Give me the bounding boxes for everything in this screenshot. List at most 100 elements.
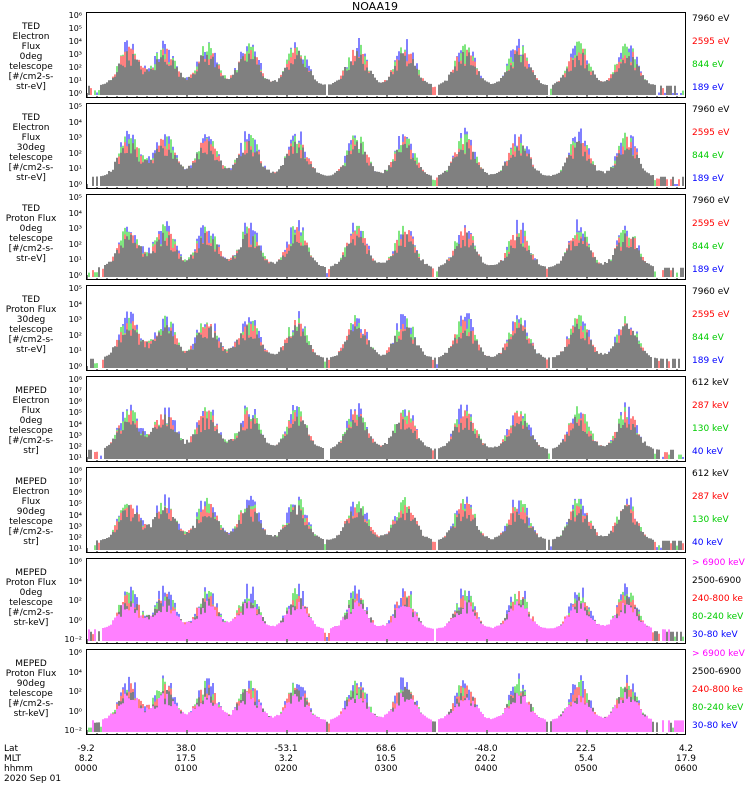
y-tick-label: 10⁰ xyxy=(68,271,82,280)
panel-y-label: TED Electron Flux 30deg telescope [#/cm2-s-… xyxy=(4,113,58,183)
x-tick-column: -53.1 3.2 0200 xyxy=(261,744,311,774)
panel-y-label-line: [#/cm2-s-str] xyxy=(8,436,54,456)
y-tick-label: 10⁴ xyxy=(68,667,82,677)
y-tick-label: 10⁴ xyxy=(68,510,82,520)
legend-entry: 7960 eV xyxy=(692,196,730,206)
x-tick-mlt: 20.2 xyxy=(475,754,497,764)
flux-series xyxy=(88,50,676,95)
panel-y-label-line: TED xyxy=(21,113,41,123)
panel-y-label-line: [#/cm2-s-str-eV] xyxy=(8,72,54,92)
legend-entry: 80-240 keV xyxy=(692,612,744,622)
y-tick-label: 10⁶ xyxy=(68,557,82,566)
legend-entry: 189 eV xyxy=(692,265,724,275)
panel-y-ticks: 10⁵ 10⁴ 10³ 10² 10¹ 10⁰ xyxy=(58,194,84,280)
y-tick-label: 10⁸ xyxy=(68,375,82,384)
flux-series xyxy=(88,41,684,95)
legend-entry: 844 eV xyxy=(692,242,724,252)
x-tick-time: 0500 xyxy=(574,764,598,774)
panel-y-label-line: TED xyxy=(21,22,41,32)
legend-entry: 7960 eV xyxy=(692,14,730,24)
y-tick-label: 10⁰ xyxy=(68,89,82,98)
y-tick-label: 10⁴ xyxy=(68,419,82,429)
panel-y-label-line: 0deg telescope xyxy=(9,224,53,244)
flux-plot xyxy=(87,38,684,97)
panel-legend: > 6900 keV 2500-6900 240-800 ke 80-240 keV 3… xyxy=(692,645,750,735)
flux-series xyxy=(92,227,672,277)
y-tick-label: 10⁷ xyxy=(68,477,82,487)
panel-y-label-line: [#/cm2-s-str] xyxy=(8,527,54,547)
panel-legend: > 6900 keV 2500-6900 240-800 ke 80-240 keV 3… xyxy=(692,554,750,644)
panel-y-label: MEPED Proton Flux 90deg telescope [#/cm2-s-… xyxy=(4,659,58,719)
panel-y-label: MEPED Electron Flux 90deg telescope [#/cm2-… xyxy=(4,477,58,547)
panel-y-label-line: [#/cm2-s-str-keV] xyxy=(8,608,54,628)
y-tick-label: 10⁶ xyxy=(68,11,82,20)
y-tick-label: 10³ xyxy=(68,50,82,59)
flux-series xyxy=(96,505,682,550)
panel-y-label-line: [#/cm2-s-str-keV] xyxy=(8,699,54,719)
y-tick-label: 10⁸ xyxy=(68,466,82,475)
y-tick-label: 10⁶ xyxy=(68,648,82,657)
y-tick-label: 10⁰ xyxy=(68,706,82,716)
legend-entry: 189 eV xyxy=(692,83,724,93)
panel-y-label: TED Proton Flux 0deg telescope [#/cm2-s-str… xyxy=(4,204,58,264)
flux-plot xyxy=(87,219,684,279)
y-tick-label: 10¹ xyxy=(68,346,82,356)
y-tick-label: 10³ xyxy=(68,224,82,234)
y-tick-label: 10² xyxy=(68,596,82,605)
panel-y-ticks: 10⁶ 10⁵ 10⁴ 10³ 10² 10¹ 10⁰ xyxy=(58,12,84,98)
legend-entry: 844 eV xyxy=(692,333,724,343)
panel-y-label-line: 0deg telescope xyxy=(9,52,53,72)
panel-y-label-line: TED xyxy=(21,204,41,214)
y-tick-label: 10¹ xyxy=(68,544,82,553)
y-tick-label: 10⁵ xyxy=(68,24,82,33)
flux-series xyxy=(92,691,684,732)
legend-entry: 2595 eV xyxy=(692,219,730,229)
legend-entry: > 6900 keV xyxy=(692,558,745,568)
y-tick-label: 10³ xyxy=(68,521,82,531)
panel-y-ticks: 10⁶ 10⁴ 10² 10⁰ 10⁻² xyxy=(58,649,84,735)
flux-plot xyxy=(87,127,684,188)
flux-panel xyxy=(86,12,686,98)
y-tick-label: 10⁶ xyxy=(68,397,82,407)
legend-entry: 240-800 ke xyxy=(692,685,743,695)
panel-y-label: MEPED Proton Flux 0deg telescope [#/cm2-s-s… xyxy=(4,568,58,628)
panel-y-label-line: MEPED xyxy=(15,386,47,396)
legend-entry: 612 keV xyxy=(692,378,729,388)
legend-entry: 240-800 ke xyxy=(692,594,743,604)
x-tick-mlt: 17.5 xyxy=(175,754,197,764)
y-tick-label: 10⁴ xyxy=(68,117,82,127)
flux-panel xyxy=(86,194,686,280)
y-tick-label: 10⁴ xyxy=(68,37,82,46)
footer-mlt-label: MLT xyxy=(4,754,22,764)
y-tick-label: 10² xyxy=(68,687,82,696)
footer-row-labels: Lat MLT hhmm 2020 Sep 01 xyxy=(4,744,61,784)
x-tick-column: -48.0 20.2 0400 xyxy=(461,744,511,774)
panel-legend: 7960 eV 2595 eV 844 eV 189 eV xyxy=(692,190,750,282)
panel-y-label-line: 0deg telescope xyxy=(9,588,53,608)
y-tick-label: 10¹ xyxy=(68,255,82,265)
x-tick-column: 22.5 5.4 0500 xyxy=(561,744,611,774)
x-tick-time: 0600 xyxy=(674,764,698,774)
y-tick-label: 10⁵ xyxy=(68,102,82,111)
panel-y-label-line: 30deg telescope xyxy=(9,315,53,335)
x-tick-lat: 38.0 xyxy=(175,744,197,754)
legend-entry: 130 keV xyxy=(692,424,729,434)
flux-panel xyxy=(86,558,686,644)
panel-legend: 7960 eV 2595 eV 844 eV 189 eV xyxy=(692,281,750,373)
flux-series xyxy=(88,414,674,459)
legend-entry: 287 keV xyxy=(692,401,729,411)
panel-y-label-line: 90deg telescope xyxy=(9,507,53,527)
x-tick-mlt: 3.2 xyxy=(278,754,294,764)
panel-y-label-line: 30deg telescope xyxy=(9,143,53,163)
y-tick-label: 10² xyxy=(68,148,82,158)
panel-y-label-line: Proton Flux xyxy=(5,305,57,315)
y-tick-label: 10² xyxy=(68,441,82,451)
panel-legend: 612 keV 287 keV 130 keV 40 keV xyxy=(692,372,750,464)
flux-panel xyxy=(86,285,686,371)
y-tick-label: 10⁰ xyxy=(68,180,82,189)
panel-y-label-line: Electron Flux xyxy=(12,123,50,143)
panel-y-label-line: Proton Flux xyxy=(5,669,57,679)
x-tick-lat: 4.2 xyxy=(678,744,694,754)
y-tick-label: 10² xyxy=(68,239,82,249)
flux-plot xyxy=(87,673,684,734)
